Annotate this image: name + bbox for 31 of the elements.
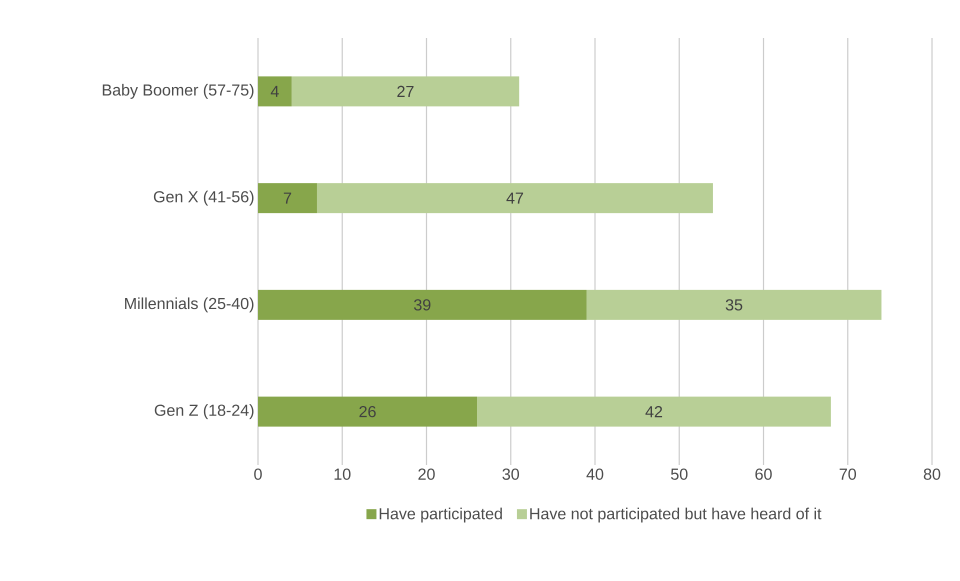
- data-label: 27: [397, 86, 414, 97]
- x-tick-label: 60: [755, 468, 772, 480]
- bar: [477, 396, 831, 427]
- bar: [292, 76, 520, 106]
- x-tick-label: 50: [671, 468, 688, 480]
- bar: [258, 76, 292, 106]
- data-label: 47: [506, 192, 524, 204]
- data-label: 7: [284, 192, 292, 204]
- bar: [586, 290, 882, 320]
- y-tick-label: Baby Boomer (57-75): [102, 84, 254, 99]
- x-tick-label: 30: [502, 468, 520, 480]
- x-tick-label: 70: [840, 468, 856, 480]
- bar: [258, 183, 317, 214]
- x-tick-label: 10: [334, 468, 351, 480]
- y-tick-label: Millennials (25-40): [125, 297, 254, 312]
- x-tick-label: 20: [418, 468, 435, 480]
- bar: [258, 396, 478, 427]
- data-label: 4: [270, 86, 279, 97]
- data-label: 26: [359, 406, 376, 418]
- legend-label: Have not participated but have heard of it: [530, 508, 822, 523]
- x-tick-label: 40: [586, 468, 604, 480]
- x-tick-label: 0: [254, 468, 262, 480]
- bar: [316, 183, 713, 214]
- data-label: 39: [414, 299, 430, 311]
- data-label: 42: [645, 406, 662, 418]
- legend-label: Have participated: [380, 508, 502, 523]
- x-tick-label: 80: [924, 468, 940, 480]
- y-tick-label: Gen Z (18-24): [154, 404, 254, 420]
- bar: [258, 290, 587, 320]
- data-label: 35: [726, 299, 742, 311]
- y-tick-label: Gen X (41-56): [154, 190, 254, 206]
